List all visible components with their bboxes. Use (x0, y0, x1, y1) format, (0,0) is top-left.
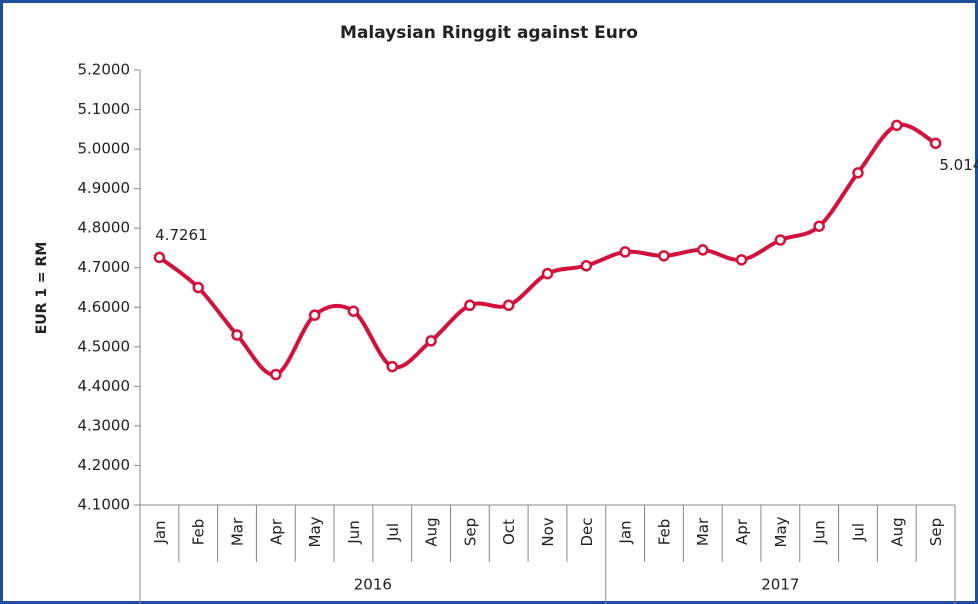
y-tick-label: 4.5000 (78, 337, 131, 355)
x-tick-label: Aug (888, 517, 906, 546)
x-tick-label: Jul (384, 523, 402, 542)
marker (347, 305, 360, 317)
y-tick-label: 4.2000 (78, 456, 131, 474)
marker (386, 360, 399, 373)
x-tick-label: Jun (811, 520, 829, 544)
marker (153, 251, 166, 264)
x-tick-label: May (306, 516, 324, 547)
data-label: 4.7261 (155, 226, 208, 244)
marker (696, 244, 709, 256)
x-tick-label: Jun (345, 520, 363, 544)
marker (502, 299, 515, 312)
x-tick-label: Feb (655, 519, 673, 546)
chart-title: Malaysian Ringgit against Euro (340, 23, 638, 43)
x-tick-label: Mar (229, 517, 247, 546)
y-tick-label: 5.2000 (78, 61, 131, 79)
y-axis-title: EUR 1 = RM (34, 242, 50, 335)
marker (891, 119, 903, 132)
marker (929, 137, 942, 150)
x-tick-label: Feb (190, 519, 208, 546)
data-label: 5.0145 (939, 156, 978, 174)
marker (464, 299, 476, 312)
y-tick-label: 4.3000 (78, 416, 131, 434)
x-tick-label: Apr (733, 518, 751, 545)
marker (852, 167, 864, 179)
group-label: 2016 (354, 576, 392, 594)
marker (192, 281, 204, 294)
marker (658, 250, 670, 262)
marker (813, 220, 825, 232)
x-tick-label: Dec (578, 517, 596, 546)
marker (580, 260, 593, 272)
y-tick-label: 4.1000 (78, 496, 131, 514)
marker (735, 254, 748, 266)
y-tick-label: 4.6000 (78, 298, 131, 316)
y-tick-label: 4.4000 (78, 377, 131, 395)
marker (270, 368, 282, 381)
y-tick-label: 5.1000 (78, 100, 131, 118)
x-tick-label: Aug (423, 517, 441, 546)
marker (619, 246, 631, 258)
y-tick-label: 4.8000 (78, 219, 131, 237)
y-tick-label: 4.9000 (78, 179, 131, 197)
x-tick-label: Jan (151, 520, 169, 544)
x-tick-label: Sep (461, 518, 479, 546)
x-tick-label: Jan (617, 520, 635, 544)
marker (231, 329, 243, 341)
marker (774, 234, 787, 246)
marker (308, 309, 321, 321)
marker (425, 335, 437, 347)
x-tick-label: Apr (267, 518, 285, 545)
x-tick-label: Mar (694, 517, 712, 546)
y-tick-label: 4.7000 (78, 258, 131, 276)
x-tick-label: Sep (927, 518, 945, 546)
y-tick-label: 5.0000 (78, 140, 131, 158)
x-tick-label: Nov (539, 517, 557, 546)
marker (541, 267, 554, 280)
x-tick-label: May (772, 516, 790, 547)
group-label: 2017 (761, 576, 799, 594)
x-tick-label: Jul (849, 523, 867, 542)
x-tick-label: Oct (500, 519, 518, 545)
